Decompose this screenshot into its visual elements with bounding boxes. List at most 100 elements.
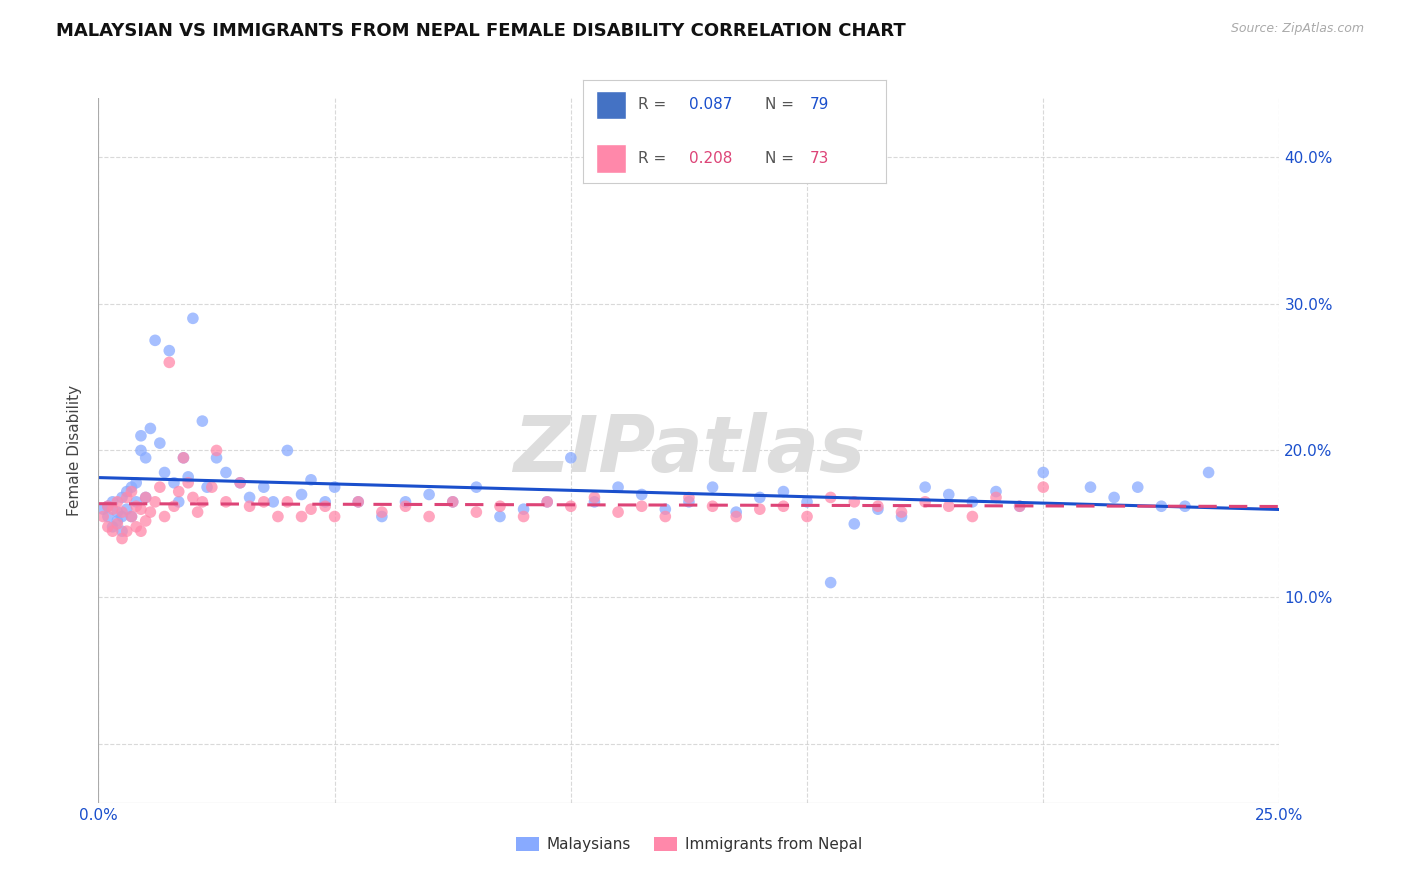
Point xyxy=(1198,466,1220,480)
Point xyxy=(465,480,488,494)
Point xyxy=(890,505,912,519)
Point xyxy=(201,480,224,494)
Point xyxy=(163,475,186,490)
Point xyxy=(1008,500,1031,514)
Point xyxy=(914,495,936,509)
Point xyxy=(101,520,124,534)
Point xyxy=(938,487,960,501)
Point xyxy=(143,495,166,509)
Point xyxy=(187,505,209,519)
Point xyxy=(844,495,866,509)
Text: 73: 73 xyxy=(810,151,830,166)
Bar xyxy=(596,91,626,120)
Point xyxy=(299,473,322,487)
Point xyxy=(630,500,652,514)
Point xyxy=(149,436,172,450)
Point xyxy=(229,475,252,490)
Point xyxy=(111,509,134,524)
Point xyxy=(105,505,128,519)
Point xyxy=(101,502,124,516)
Point xyxy=(371,505,394,519)
Point xyxy=(105,514,128,528)
Point xyxy=(702,480,724,494)
Point xyxy=(654,509,676,524)
Text: 79: 79 xyxy=(810,97,830,112)
Text: N =: N = xyxy=(765,97,799,112)
Point xyxy=(153,509,176,524)
Point xyxy=(239,491,262,505)
Point xyxy=(394,495,416,509)
Point xyxy=(239,500,262,514)
Point xyxy=(1032,466,1054,480)
Point xyxy=(702,500,724,514)
Point xyxy=(97,520,120,534)
Point xyxy=(253,495,276,509)
Point xyxy=(536,495,558,509)
Point xyxy=(253,480,276,494)
Point xyxy=(276,443,298,458)
Point xyxy=(962,509,984,524)
Point xyxy=(111,524,134,539)
Point xyxy=(191,495,214,509)
Point xyxy=(111,491,134,505)
Point xyxy=(139,505,162,519)
Text: ZIPatlas: ZIPatlas xyxy=(513,412,865,489)
Point xyxy=(678,495,700,509)
Point xyxy=(347,495,370,509)
Point xyxy=(984,484,1007,499)
Point xyxy=(1174,500,1197,514)
Point xyxy=(820,575,842,590)
Point xyxy=(115,502,138,516)
Point xyxy=(157,355,180,369)
Point xyxy=(172,450,194,465)
Point xyxy=(796,509,818,524)
Legend: Malaysians, Immigrants from Nepal: Malaysians, Immigrants from Nepal xyxy=(510,831,868,859)
Point xyxy=(866,500,889,514)
Point xyxy=(489,500,512,514)
Point xyxy=(139,421,162,435)
Point xyxy=(229,475,252,490)
Point xyxy=(299,502,322,516)
Point xyxy=(111,532,134,546)
Point xyxy=(560,450,582,465)
Point xyxy=(143,334,166,348)
Point xyxy=(101,524,124,539)
Point xyxy=(105,495,128,509)
Point xyxy=(97,500,120,514)
Point xyxy=(512,509,534,524)
Text: N =: N = xyxy=(765,151,799,166)
Point xyxy=(97,500,120,514)
Text: R =: R = xyxy=(638,151,671,166)
Point xyxy=(1080,480,1102,494)
Point xyxy=(101,495,124,509)
Point xyxy=(215,466,238,480)
Point xyxy=(125,475,148,490)
Point xyxy=(1102,491,1125,505)
Point xyxy=(583,491,606,505)
Point xyxy=(177,470,200,484)
Point xyxy=(172,450,194,465)
Point xyxy=(121,509,143,524)
Point xyxy=(125,520,148,534)
Point xyxy=(205,450,228,465)
Point xyxy=(262,495,284,509)
Point xyxy=(167,484,190,499)
Text: 0.087: 0.087 xyxy=(689,97,733,112)
Point xyxy=(276,495,298,509)
Point xyxy=(607,480,630,494)
Point xyxy=(394,500,416,514)
Point xyxy=(725,509,748,524)
Point xyxy=(820,491,842,505)
Point xyxy=(796,495,818,509)
Point xyxy=(607,505,630,519)
Point xyxy=(512,502,534,516)
Y-axis label: Female Disability: Female Disability xyxy=(67,384,83,516)
Point xyxy=(323,509,346,524)
Point xyxy=(314,495,336,509)
Point xyxy=(938,500,960,514)
Text: MALAYSIAN VS IMMIGRANTS FROM NEPAL FEMALE DISABILITY CORRELATION CHART: MALAYSIAN VS IMMIGRANTS FROM NEPAL FEMAL… xyxy=(56,22,905,40)
Point xyxy=(371,509,394,524)
Point xyxy=(914,480,936,494)
Point xyxy=(418,509,440,524)
Point xyxy=(125,495,148,509)
